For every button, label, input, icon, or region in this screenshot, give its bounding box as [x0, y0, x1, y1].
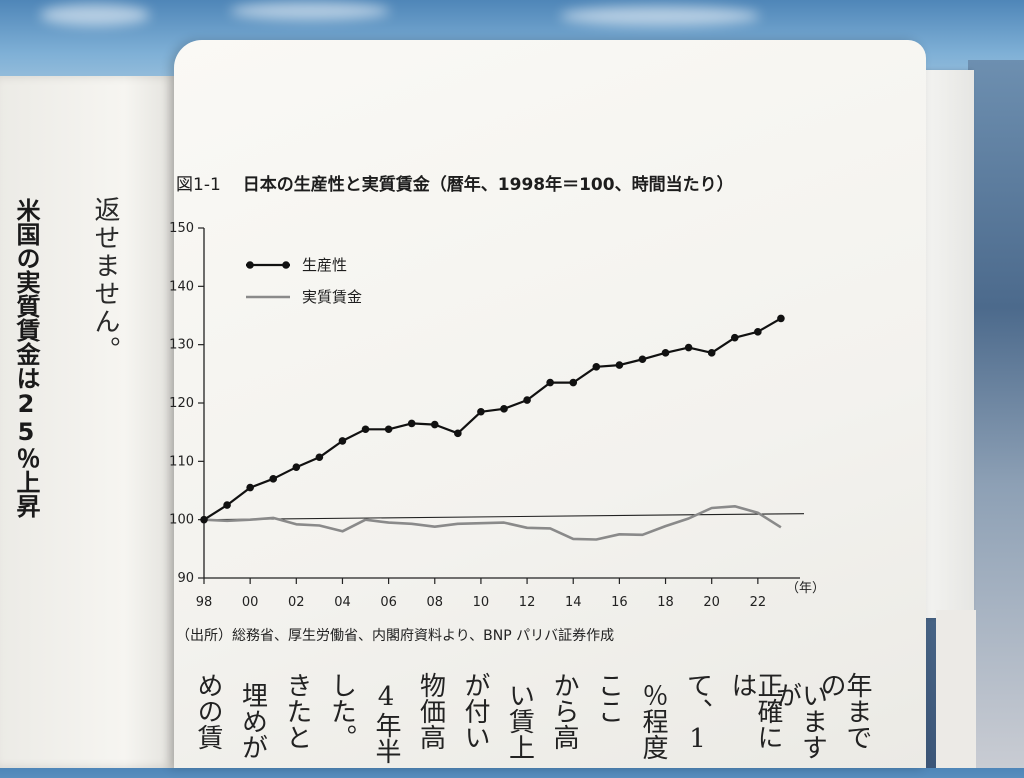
x-tick-label: 20: [703, 595, 720, 610]
data-point: [546, 378, 554, 387]
data-point: [684, 343, 693, 352]
data-point: [661, 349, 670, 357]
x-tick-label: 10: [473, 595, 490, 610]
figure-title: 図1-1 日本の生産性と実質賃金（暦年、1998年＝100、時間当たり）: [176, 170, 734, 195]
data-point: [246, 483, 254, 492]
body-column: した。: [326, 672, 357, 750]
data-point: [500, 405, 508, 413]
book-page: [174, 40, 926, 768]
x-tick-label: 18: [657, 595, 674, 610]
figure-source: （出所）総務省、厚生労働省、内閣府資料より、BNP パリバ証券作成: [176, 628, 615, 644]
x-tick-label: 16: [611, 595, 628, 610]
body-column: めの賃: [193, 672, 223, 750]
background-scene: [968, 60, 1024, 768]
body-column: ％程度: [638, 682, 668, 760]
left-page-heading: 米国の実質賃金は25％上昇: [12, 198, 40, 518]
x-tick-label: 00: [242, 595, 259, 610]
body-column: いますが: [771, 682, 828, 760]
left-page: [0, 76, 178, 768]
data-point: [338, 437, 347, 445]
data-point: [407, 419, 416, 428]
page-edge: [922, 70, 974, 618]
data-point: [200, 515, 208, 524]
page-edge: [936, 610, 976, 768]
body-column: 年までの: [816, 672, 872, 750]
data-point: [292, 463, 301, 471]
data-point: [523, 396, 531, 404]
body-column: から高: [549, 672, 579, 750]
y-tick-label: 100: [169, 513, 194, 528]
data-point: [638, 355, 647, 364]
x-tick-label: 04: [334, 595, 351, 610]
data-point: [477, 407, 485, 416]
baseline-100: [203, 513, 805, 521]
y-tick-label: 140: [169, 279, 194, 294]
x-tick-label: 14: [565, 595, 582, 610]
data-point: [430, 420, 439, 429]
body-column: が付い: [460, 672, 490, 750]
legend-label: 実質賃金: [302, 288, 362, 306]
series-line: [203, 317, 782, 521]
y-tick-label: 110: [169, 454, 194, 469]
x-tick-label: 06: [380, 595, 397, 610]
body-column: て、1: [682, 672, 713, 754]
left-page-line: 返せません。: [90, 196, 120, 364]
cloud: [230, 2, 390, 20]
x-tick-label: 22: [750, 595, 767, 610]
y-tick-label: 120: [169, 396, 194, 411]
figure-title-text: 日本の生産性と実質賃金（暦年、1998年＝100、時間当たり）: [242, 175, 734, 195]
legend-label: 生産性: [302, 256, 347, 274]
data-point: [754, 328, 762, 336]
body-column: ここ: [593, 672, 624, 724]
body-column: 正確には: [727, 672, 783, 750]
y-tick-label: 130: [169, 338, 194, 353]
y-tick-label: 150: [169, 221, 194, 236]
data-point: [707, 349, 716, 357]
body-column: 4年半: [371, 682, 401, 764]
data-point: [454, 429, 462, 438]
data-point: [569, 378, 578, 387]
body-column: 物価高: [415, 672, 446, 750]
cloud: [560, 6, 760, 26]
x-tick-label: 98: [196, 595, 213, 610]
data-point: [269, 475, 278, 483]
body-column: い賃上: [504, 682, 535, 760]
cloud: [40, 4, 150, 26]
data-point: [615, 361, 624, 369]
x-tick-label: 08: [426, 595, 443, 610]
data-point: [777, 314, 785, 323]
figure-number: 図1-1: [176, 175, 221, 195]
x-tick-label: 12: [519, 595, 536, 610]
data-point: [730, 333, 739, 342]
legend-marker: [282, 261, 290, 269]
y-tick-label: 90: [177, 571, 194, 586]
x-unit-label: （年）: [786, 581, 825, 596]
data-point: [223, 501, 231, 509]
data-point: [592, 363, 601, 371]
body-column: 埋めが: [237, 682, 268, 760]
data-point: [315, 453, 324, 462]
legend-marker: [246, 261, 254, 269]
data-point: [384, 425, 393, 434]
series-line: [203, 504, 782, 541]
x-tick-label: 02: [288, 595, 305, 610]
body-column: きたと: [282, 672, 312, 750]
data-point: [361, 425, 370, 434]
